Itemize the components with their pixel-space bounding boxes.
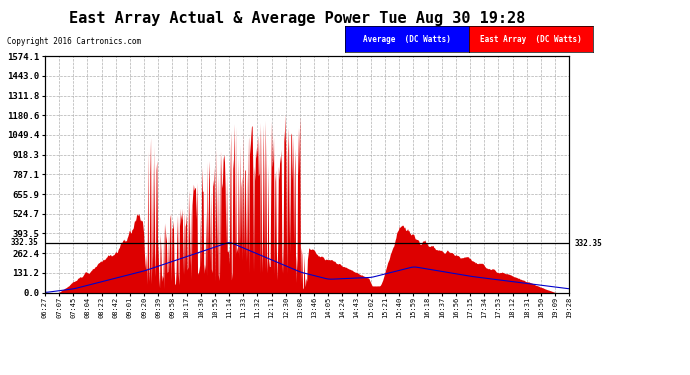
Text: Average  (DC Watts): Average (DC Watts) bbox=[363, 35, 451, 44]
Text: East Array Actual & Average Power Tue Aug 30 19:28: East Array Actual & Average Power Tue Au… bbox=[68, 11, 525, 26]
Text: 332.35: 332.35 bbox=[10, 238, 38, 247]
Text: Copyright 2016 Cartronics.com: Copyright 2016 Cartronics.com bbox=[7, 38, 141, 46]
Text: East Array  (DC Watts): East Array (DC Watts) bbox=[480, 35, 582, 44]
